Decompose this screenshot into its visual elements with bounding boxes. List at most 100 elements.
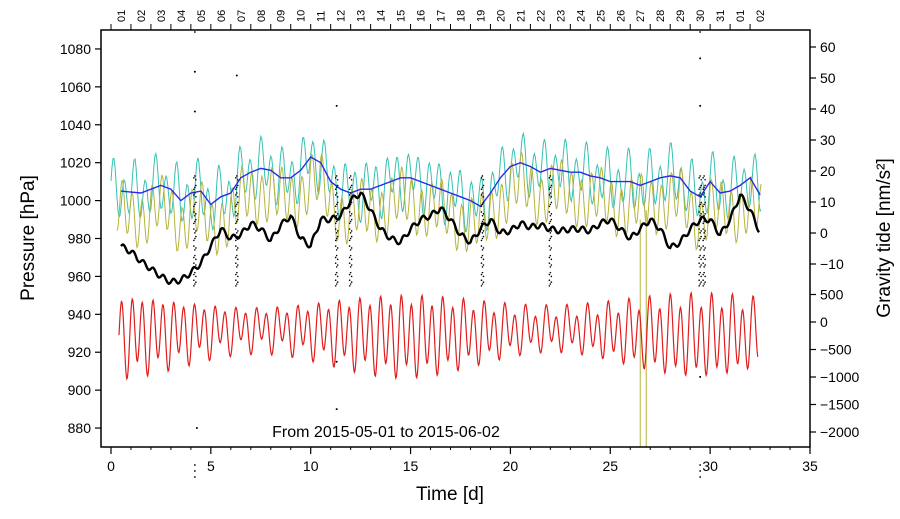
outlier-point (348, 188, 351, 191)
outlier-point (481, 203, 484, 206)
outlier-point (699, 57, 702, 60)
outlier-point (335, 408, 338, 411)
outlier-point (336, 258, 339, 261)
outlier-point (699, 214, 701, 217)
right-upper-tick-label: 30 (820, 132, 836, 148)
outlier-point (336, 247, 339, 249)
outlier-point (334, 279, 337, 282)
outlier-point (236, 232, 238, 234)
outlier-point (550, 281, 553, 283)
outlier-point (236, 203, 238, 206)
day-tick-label: 29 (675, 10, 687, 22)
outlier-point (335, 271, 338, 274)
outlier-point (350, 235, 353, 238)
outlier-point (703, 237, 705, 240)
outlier-point (348, 262, 351, 264)
outlier-point (194, 203, 196, 206)
outlier-point (336, 201, 339, 204)
outlier-point (549, 283, 552, 285)
outlier-point (348, 177, 351, 179)
outlier-point (349, 266, 352, 268)
outlier-point (548, 262, 551, 264)
outlier-point (235, 188, 237, 191)
outlier-point (195, 218, 197, 221)
outlier-point (195, 264, 197, 266)
outlier-point (700, 218, 702, 221)
outlier-point (702, 239, 704, 242)
outlier-point (334, 285, 337, 287)
outlier-point (703, 220, 705, 223)
outlier-point (193, 279, 195, 282)
outlier-point (550, 264, 553, 266)
left-tick-label: 980 (68, 231, 92, 247)
outlier-point (195, 275, 197, 278)
outlier-point (700, 275, 702, 278)
outlier-point (193, 222, 195, 225)
outlier-point (698, 273, 700, 276)
outlier-point (704, 178, 706, 181)
outlier-point (350, 196, 353, 198)
outlier-point (699, 254, 701, 257)
outlier-point (336, 235, 339, 238)
outlier-point (481, 232, 484, 234)
outlier-point (235, 222, 237, 225)
outlier-point (482, 264, 485, 266)
outlier-point (348, 222, 351, 225)
x-tick-label: 20 (503, 458, 519, 474)
outlier-point (703, 271, 705, 274)
outlier-point (699, 470, 702, 472)
outlier-point (195, 230, 197, 232)
x-axis-title: Time [d] (416, 484, 484, 505)
outlier-point (699, 375, 702, 378)
left-tick-label: 1080 (60, 41, 91, 57)
x-tick-label: 5 (207, 458, 215, 474)
outlier-point (334, 188, 337, 191)
outlier-point (336, 218, 339, 221)
outlier-point (194, 220, 196, 223)
outlier-point (481, 186, 484, 189)
outlier-point (348, 279, 351, 282)
outlier-point (550, 178, 553, 181)
outlier-point (548, 205, 551, 208)
x-tick-label: 0 (107, 458, 115, 474)
day-tick-label: 25 (595, 10, 607, 22)
outlier-point (334, 245, 337, 247)
outlier-point (236, 186, 238, 189)
outlier-point (702, 222, 704, 225)
outlier-point (194, 192, 196, 194)
right-lower-tick-label: 0 (820, 314, 828, 330)
outlier-point (193, 188, 195, 191)
day-tick-label: 21 (515, 10, 527, 22)
outlier-point (548, 188, 551, 191)
outlier-point (193, 245, 195, 247)
right-lower-tick-label: −1500 (820, 397, 860, 413)
outlier-point (350, 218, 353, 221)
outlier-point (335, 266, 338, 268)
outlier-point (349, 237, 352, 240)
outlier-point (480, 273, 483, 276)
outlier-point (349, 271, 352, 274)
outlier-point (335, 254, 338, 257)
outlier-point (236, 271, 238, 274)
outlier-point (700, 247, 702, 249)
outlier-point (704, 196, 706, 198)
outlier-point (335, 175, 338, 177)
outlier-point (481, 266, 484, 268)
plot-area (110, 31, 762, 478)
outlier-point (193, 211, 195, 213)
outlier-point (235, 273, 237, 276)
outlier-point (348, 228, 351, 230)
outlier-point (548, 285, 551, 287)
outlier-point (699, 266, 701, 268)
outlier-point (699, 464, 702, 466)
day-tick-label: 18 (455, 10, 467, 22)
outlier-point (235, 279, 237, 282)
left-tick-label: 1040 (60, 117, 91, 133)
right-upper-tick-label: 50 (820, 70, 836, 86)
outlier-point (336, 178, 339, 181)
outlier-point (193, 70, 196, 73)
outlier-point (704, 218, 706, 221)
outlier-point (704, 235, 706, 238)
outlier-point (235, 256, 237, 259)
